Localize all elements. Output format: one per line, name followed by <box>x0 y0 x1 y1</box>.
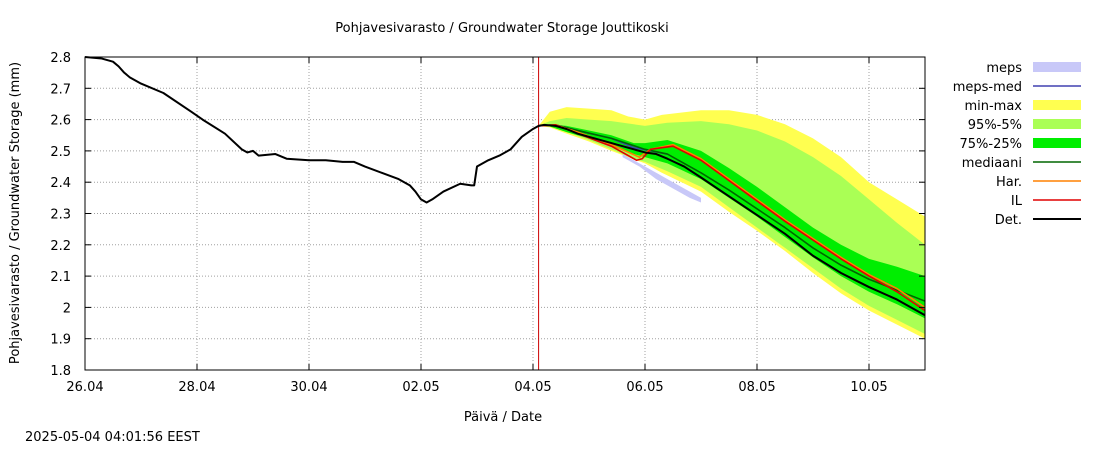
legend-swatch <box>1033 138 1081 148</box>
legend-item: 75%-25% <box>960 137 1081 152</box>
legend-swatch <box>1033 62 1081 72</box>
y-tick-label: 2.8 <box>50 51 71 66</box>
legend-label: meps-med <box>953 80 1022 95</box>
timestamp: 2025-05-04 04:01:56 EEST <box>25 430 200 445</box>
series-lines <box>84 56 926 370</box>
legend-item: meps-med <box>953 80 1081 95</box>
y-tick-label: 2.5 <box>50 145 71 160</box>
legend-label: min-max <box>964 99 1022 114</box>
y-tick-label: 2.1 <box>50 270 71 285</box>
series-line-il <box>538 124 926 312</box>
band-95-5- <box>538 118 925 335</box>
y-tick-label: 2.3 <box>50 208 71 223</box>
y-tick-label: 1.9 <box>50 333 71 348</box>
x-tick-label: 10.05 <box>850 380 887 395</box>
legend-item: mediaani <box>962 156 1081 171</box>
legend-item: meps <box>986 61 1081 76</box>
y-tick-label: 2.4 <box>50 176 71 191</box>
x-tick-label: 08.05 <box>738 380 775 395</box>
legend-label: IL <box>1011 194 1023 209</box>
x-tick-label: 02.05 <box>402 380 439 395</box>
x-axis-ticks: 26.04 28.04 30.04 02.05 04.05 06.05 08.05 10.05 <box>66 57 888 395</box>
x-tick-label: 04.05 <box>514 380 551 395</box>
y-axis-ticks: 1.8 1.9 2 2.1 2.2 2.3 2.4 2.5 2.6 2.7 2.8 <box>50 51 925 379</box>
legend: meps meps-med min-max 95%-5% 75%-25% mediaani… <box>953 61 1081 228</box>
legend-label: 95%-5% <box>968 118 1022 133</box>
legend-label: mediaani <box>962 156 1022 171</box>
band-min-max <box>538 107 925 339</box>
legend-label: Har. <box>996 175 1022 190</box>
y-tick-label: 2.7 <box>50 82 71 97</box>
legend-item: 95%-5% <box>968 118 1081 133</box>
chart-title: Pohjavesivarasto / Groundwater Storage J… <box>335 21 668 36</box>
legend-label: Det. <box>995 213 1022 228</box>
series-line-mediaani <box>538 124 926 302</box>
y-tick-label: 2.6 <box>50 114 71 129</box>
x-tick-label: 06.05 <box>626 380 663 395</box>
y-tick-label: 1.8 <box>50 364 71 379</box>
series-line-det- <box>84 56 926 317</box>
legend-item: IL <box>1011 194 1081 209</box>
y-tick-label: 2.2 <box>50 239 71 254</box>
x-tick-label: 28.04 <box>178 380 215 395</box>
y-axis-label: Pohjavesivarasto / Groundwater Storage (… <box>8 62 23 364</box>
y-tick-label: 2 <box>63 301 71 316</box>
legend-label: meps <box>986 61 1022 76</box>
legend-item: Har. <box>996 175 1081 190</box>
legend-label: 75%-25% <box>960 137 1022 152</box>
legend-swatch <box>1033 100 1081 110</box>
legend-item: min-max <box>964 99 1081 114</box>
x-tick-label: 26.04 <box>66 380 103 395</box>
legend-item: Det. <box>995 213 1081 228</box>
x-tick-label: 30.04 <box>290 380 327 395</box>
legend-swatch <box>1033 119 1081 129</box>
x-axis-label: Päivä / Date <box>464 410 542 425</box>
band-75-25- <box>538 124 925 319</box>
band-meps <box>622 154 701 203</box>
forecast-bands <box>538 107 925 339</box>
